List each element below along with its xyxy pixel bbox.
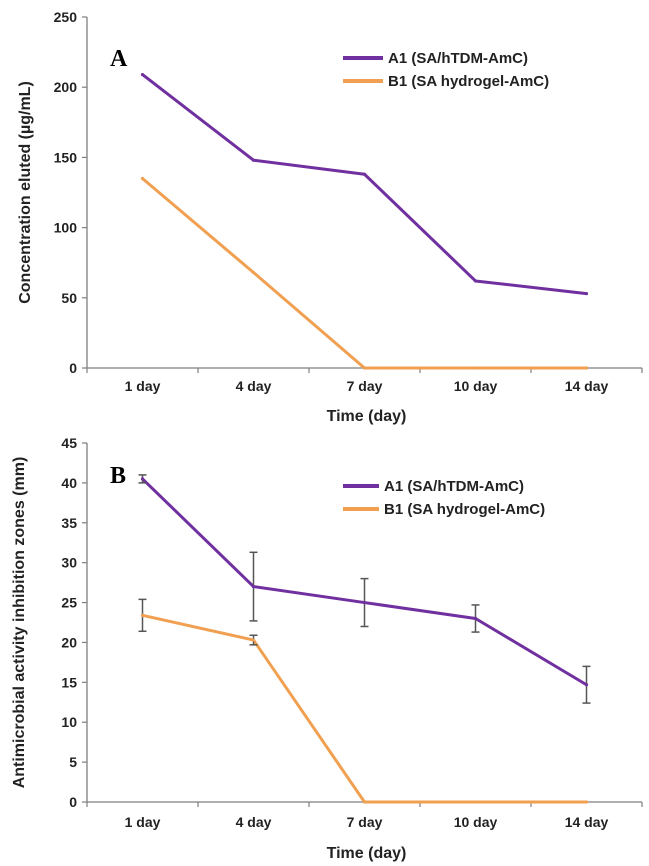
x-axis-title: Time (day) — [327, 408, 407, 425]
y-tick-label: 150 — [54, 149, 78, 165]
data-point — [362, 600, 367, 605]
chart-panel-b: 0 5 10 15 20 25 30 35 40 45 1 day 4 day 7 day 10 day 1… — [11, 435, 643, 862]
y-tick-label: 20 — [61, 634, 77, 650]
data-point — [140, 613, 145, 617]
data-point — [251, 638, 256, 642]
data-point — [362, 366, 367, 370]
y-tick-label: 100 — [54, 220, 78, 236]
legend-label: B1 (SA hydrogel-AmC) — [384, 501, 545, 518]
legend-label: B1 (SA hydrogel-AmC) — [388, 73, 549, 90]
x-tick-label: 1 day — [125, 814, 161, 830]
y-tick-label: 5 — [69, 754, 77, 770]
x-tick-label: 7 day — [347, 814, 383, 830]
x-tick-label: 1 day — [125, 378, 161, 394]
data-point — [140, 72, 145, 77]
x-axis-title: Time (day) — [327, 845, 407, 862]
data-point — [251, 270, 256, 275]
data-point — [362, 800, 367, 804]
x-tick-label: 10 day — [454, 378, 498, 394]
y-tick-label: 10 — [61, 714, 77, 730]
data-point — [140, 477, 145, 481]
y-axis-title: Concentration eluted (µg/mL) — [17, 81, 34, 304]
y-tick-label: 0 — [69, 794, 77, 810]
y-tick-label: 35 — [61, 515, 77, 531]
chart-panel-a: 0 50 100 150 200 250 1 day 4 day 7 day 10 day 14 d… — [17, 9, 643, 425]
data-point — [584, 683, 589, 687]
y-tick-label: 200 — [54, 79, 78, 95]
y-tick-label: 25 — [61, 595, 77, 611]
y-tick-label: 30 — [61, 555, 77, 571]
data-point — [473, 800, 478, 804]
legend-label: A1 (SA/hTDM-AmC) — [388, 50, 528, 67]
y-tick-label: 45 — [61, 435, 77, 451]
data-point — [251, 585, 256, 589]
y-tick-label: 250 — [54, 9, 78, 25]
x-tick-label: 4 day — [236, 814, 272, 830]
series-line-a1 — [141, 73, 587, 296]
y-tick-label: 40 — [61, 475, 77, 491]
x-tick-label: 4 day — [236, 378, 272, 394]
x-tick-label: 10 day — [454, 814, 498, 830]
panel-label: B — [110, 463, 126, 489]
data-point — [362, 172, 367, 176]
data-point — [251, 158, 256, 162]
y-tick-label: 50 — [61, 290, 77, 306]
data-point — [140, 176, 145, 181]
data-point — [473, 279, 478, 283]
x-tick-label: 14 day — [565, 378, 609, 394]
data-point — [473, 366, 478, 370]
legend-label: A1 (SA/hTDM-AmC) — [384, 478, 524, 495]
data-point — [584, 291, 589, 296]
x-tick-label: 14 day — [565, 814, 609, 830]
y-tick-label: 15 — [61, 674, 77, 690]
data-point — [473, 616, 478, 621]
y-tick-label: 0 — [69, 360, 77, 376]
data-point — [584, 800, 589, 804]
panel-label: A — [110, 46, 128, 72]
y-axis-title: Antimicrobial activity inhibition zones … — [11, 457, 28, 789]
series-line-b1 — [141, 177, 587, 370]
x-tick-label: 7 day — [347, 378, 383, 394]
data-point — [584, 366, 589, 370]
